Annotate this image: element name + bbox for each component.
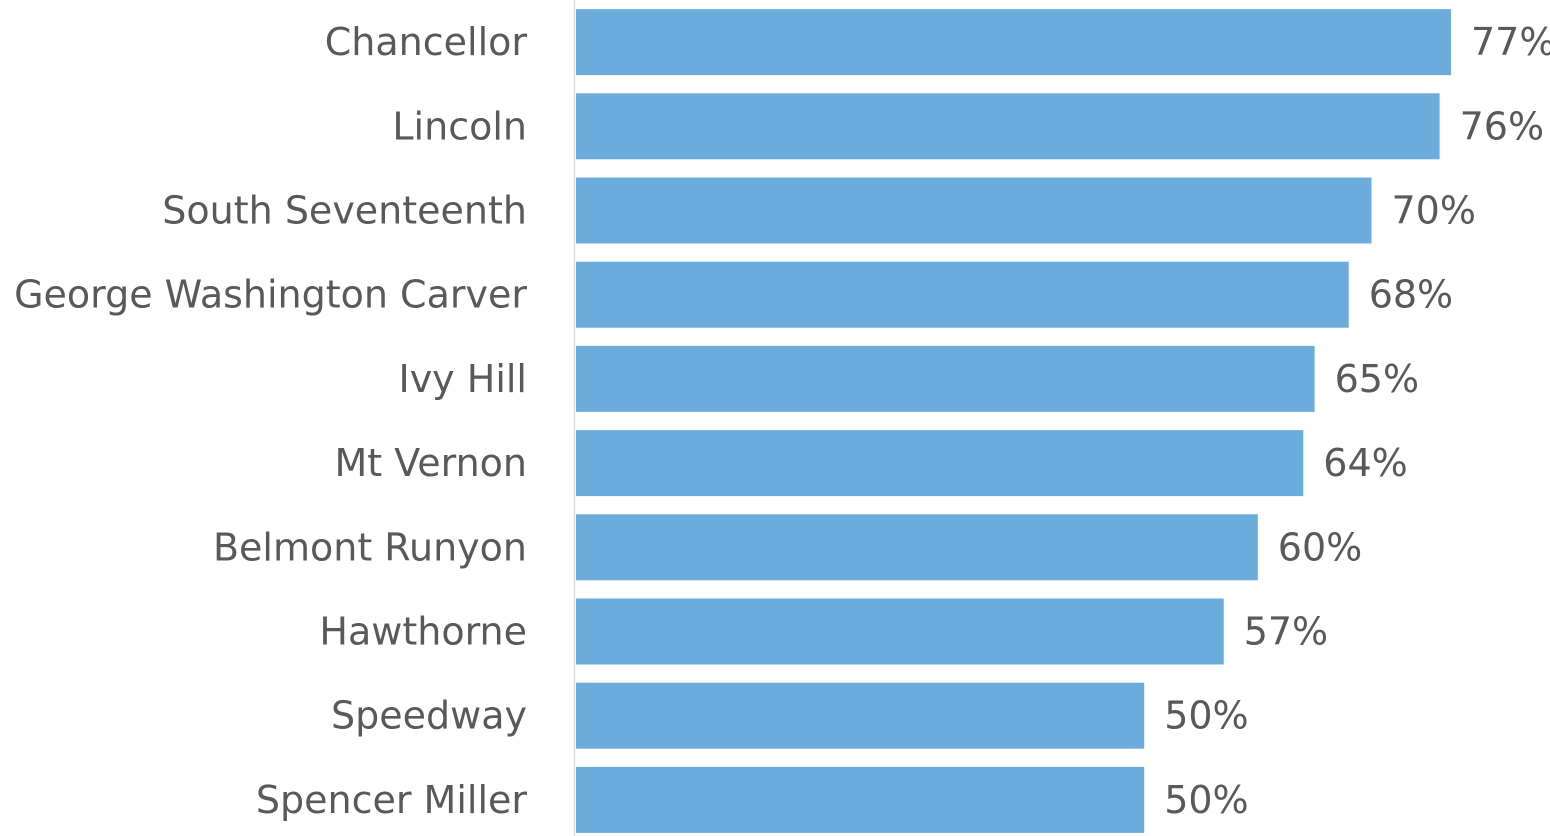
data-label: 50%	[1164, 778, 1248, 822]
bar	[576, 430, 1304, 497]
data-label: 60%	[1278, 525, 1362, 569]
category-label: Lincoln	[392, 104, 527, 148]
bar	[576, 766, 1145, 833]
data-label: 50%	[1164, 694, 1248, 738]
data-label: 70%	[1392, 189, 1476, 233]
bar	[576, 514, 1258, 581]
bar	[576, 598, 1224, 665]
data-label: 64%	[1323, 441, 1407, 485]
category-label: South Seventeenth	[162, 189, 527, 233]
data-label: 57%	[1244, 610, 1328, 654]
category-label: George Washington Carver	[14, 273, 527, 317]
category-label: Spencer Miller	[256, 778, 528, 822]
value-labels-group: 77% 76% 70% 68% 65% 64% 60% 57% 50% 50%	[1164, 20, 1550, 822]
bar	[576, 177, 1372, 244]
bar	[576, 261, 1349, 328]
category-labels-group: Chancellor Lincoln South Seventeenth George…	[14, 20, 527, 822]
data-label: 68%	[1369, 273, 1453, 317]
category-label: Speedway	[331, 694, 527, 738]
bar	[576, 93, 1440, 160]
category-label: Belmont Runyon	[213, 525, 527, 569]
data-label: 65%	[1335, 357, 1419, 401]
bar	[576, 682, 1145, 749]
category-label: Hawthorne	[319, 610, 527, 654]
bar	[576, 9, 1451, 76]
bars-group	[576, 9, 1451, 833]
data-label: 77%	[1471, 20, 1550, 64]
category-label: Ivy Hill	[398, 357, 527, 401]
data-label: 76%	[1460, 104, 1544, 148]
bar	[576, 345, 1315, 412]
category-label: Chancellor	[325, 20, 528, 64]
category-label: Mt Vernon	[334, 441, 527, 485]
